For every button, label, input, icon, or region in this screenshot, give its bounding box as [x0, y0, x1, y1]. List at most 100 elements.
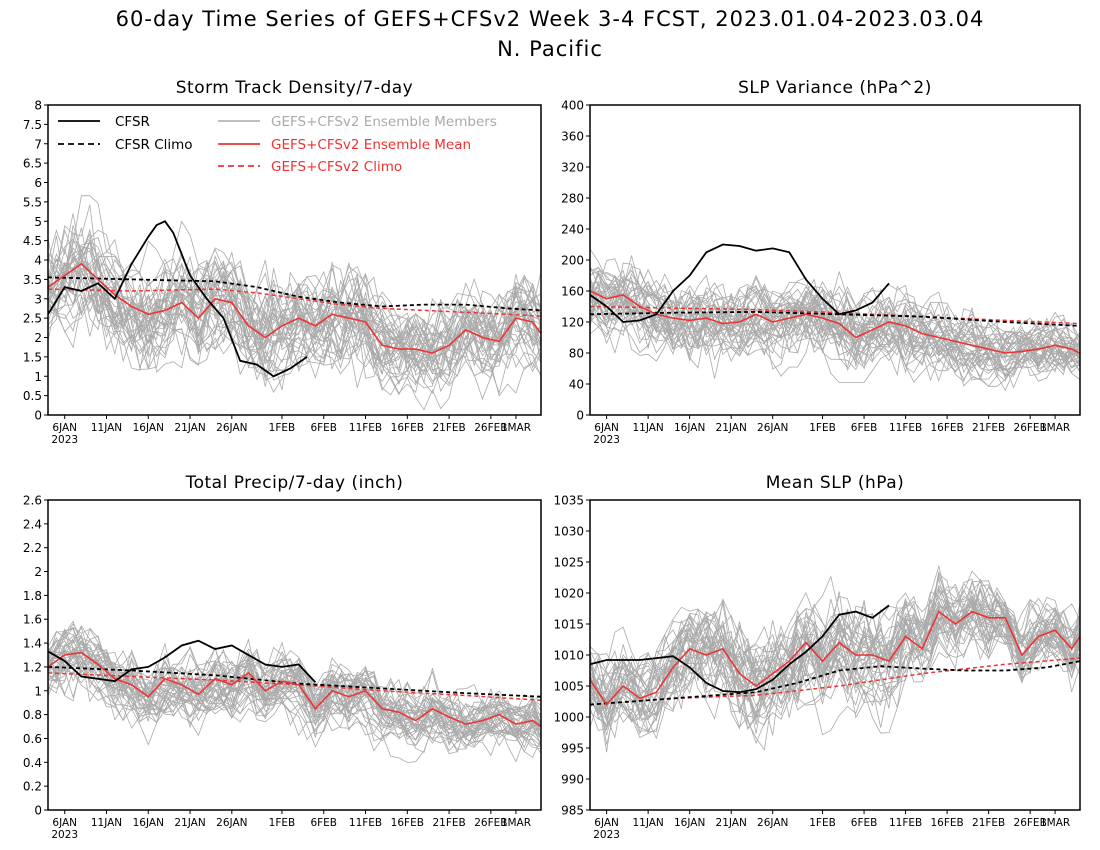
y-tick-label: 1.5 [23, 350, 42, 364]
y-tick-label: 1000 [553, 711, 584, 725]
ensemble-member-line [48, 658, 541, 747]
x-tick-label: 6JAN [594, 817, 619, 829]
plot-frame [47, 499, 542, 811]
x-year-label: 2023 [51, 829, 78, 841]
cfsr-line [590, 243, 890, 323]
cfsr-line [48, 639, 317, 684]
ensemble-member-line [590, 582, 1080, 712]
ens-mean-line [590, 290, 1080, 354]
x-tick-label: 21FEB [972, 817, 1005, 829]
ensemble-member-line [48, 241, 541, 365]
ensemble-member-line [48, 655, 541, 752]
x-tick-label: 11FEB [889, 422, 922, 434]
x-tick-label: 26JAN [757, 817, 788, 829]
y-tick-label: 200 [561, 254, 584, 268]
ensemble-member-line [48, 635, 541, 735]
x-tick-label: 11JAN [91, 817, 122, 829]
cfsr-line [590, 604, 890, 694]
y-tick-label: 280 [561, 192, 584, 206]
ensemble-member-line [48, 229, 541, 365]
y-tick-label: 1.2 [23, 660, 42, 674]
panel-title: SLP Variance (hPa^2) [738, 78, 932, 98]
y-tick-label: 985 [561, 804, 584, 818]
y-tick-label: 4 [34, 254, 42, 268]
y-tick-label: 0.8 [23, 708, 42, 722]
y-tick-label: 0 [576, 409, 584, 423]
x-tick-label: 6JAN [52, 817, 77, 829]
y-tick-label: 2 [34, 331, 42, 345]
y-tick-label: 2.2 [23, 541, 42, 555]
y-tick-label: 40 [569, 378, 584, 392]
y-tick-label: 1.4 [23, 637, 42, 651]
y-tick-label: 1010 [553, 649, 584, 663]
y-tick-label: 1 [34, 684, 42, 698]
x-tick-label: 26FEB [1014, 817, 1047, 829]
y-tick-label: 1030 [553, 525, 584, 539]
x-tick-label: 26JAN [216, 422, 247, 434]
x-tick-label: 1MAR [501, 817, 531, 829]
ensemble-member-line [590, 270, 1080, 359]
ensemble-member-line [48, 239, 541, 376]
y-tick-label: 0.2 [23, 780, 42, 794]
y-tick-label: 1025 [553, 556, 584, 570]
ensemble-member-line [590, 292, 1080, 371]
x-tick-label: 16JAN [133, 817, 164, 829]
ensemble-member-line [590, 270, 1080, 368]
ensemble-member-line [48, 630, 541, 745]
x-tick-label: 1MAR [501, 422, 531, 434]
x-year-label: 2023 [51, 434, 78, 446]
x-year-label: 2023 [593, 829, 620, 841]
y-tick-label: 1005 [553, 680, 584, 694]
x-tick-label: 11FEB [889, 817, 922, 829]
x-tick-label: 26JAN [757, 422, 788, 434]
x-tick-label: 11JAN [632, 422, 663, 434]
mean-slp-panel: Mean SLP (hPa) 985 990 995 1000 1005 1010 1015 1… [553, 473, 1081, 841]
x-tick-label: 16FEB [930, 422, 963, 434]
panel-title: Storm Track Density/7-day [176, 78, 413, 98]
y-tick-label: 1020 [553, 587, 584, 601]
x-tick-label: 1MAR [1040, 422, 1070, 434]
ens-mean-line [48, 262, 541, 354]
gefs-climo-line [590, 305, 1080, 325]
ens-mean-line [48, 651, 541, 728]
y-tick-label: 80 [569, 347, 584, 361]
legend-cfsr-label: CFSR [115, 114, 150, 130]
ens-mean-line [590, 610, 1080, 706]
y-tick-label: 6.5 [23, 157, 42, 171]
y-tick-label: 1015 [553, 618, 584, 632]
y-tick-label: 0.4 [23, 756, 42, 770]
x-tick-label: 11FEB [349, 422, 382, 434]
y-tick-label: 3 [34, 292, 42, 306]
ensemble-member-line [590, 578, 1080, 716]
ensemble-member-line [48, 259, 541, 394]
legend: CFSR CFSR Climo GEFS+CFSv2 Ensemble Memb… [58, 114, 497, 175]
ensemble-member-line [590, 587, 1080, 735]
ensemble-member-line [48, 647, 541, 763]
y-tick-label: 0 [34, 804, 42, 818]
y-tick-label: 1.8 [23, 589, 42, 603]
legend-ens-mean-label: GEFS+CFSv2 Ensemble Mean [271, 137, 471, 153]
y-tick-label: 995 [561, 742, 584, 756]
y-tick-label: 2 [34, 565, 42, 579]
y-tick-label: 2.6 [23, 494, 42, 508]
y-tick-label: 320 [561, 161, 584, 175]
slp-variance-panel: SLP Variance (hPa^2) 0 40 80 120 160 200 240 280… [561, 78, 1081, 446]
y-tick-label: 0 [34, 409, 42, 423]
ensemble-member-line [48, 237, 541, 363]
x-tick-label: 6JAN [594, 422, 619, 434]
legend-cfsr-climo-label: CFSR Climo [115, 137, 193, 153]
ensemble-member-line [48, 626, 541, 736]
y-tick-label: 0.6 [23, 732, 42, 746]
cfsr-climo-line [590, 660, 1080, 706]
ensemble-member-line [48, 283, 541, 384]
cfsr-climo-line [48, 276, 541, 312]
ensemble-member-line [48, 262, 541, 367]
y-tick-label: 160 [561, 285, 584, 299]
plot-area [590, 564, 1080, 753]
x-tick-label: 16JAN [674, 422, 705, 434]
ensemble-member-line [48, 648, 541, 744]
ensemble-member-line [590, 269, 1080, 369]
plot-area [48, 195, 541, 411]
ensemble-member-line [48, 269, 541, 411]
